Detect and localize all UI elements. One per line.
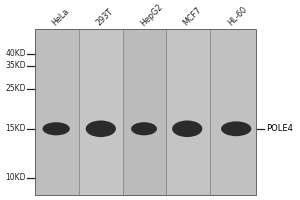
Bar — [34, 29, 79, 195]
Bar — [167, 29, 210, 195]
Text: HL-60: HL-60 — [227, 5, 249, 28]
Text: 40KD: 40KD — [5, 49, 26, 58]
Text: MCF7: MCF7 — [182, 6, 204, 28]
Text: 15KD: 15KD — [5, 124, 26, 133]
Ellipse shape — [43, 122, 70, 135]
Ellipse shape — [131, 122, 157, 135]
Bar — [34, 29, 256, 195]
Ellipse shape — [86, 120, 116, 137]
Text: 293T: 293T — [95, 7, 116, 28]
Text: HepG2: HepG2 — [139, 2, 164, 28]
Text: 10KD: 10KD — [5, 173, 26, 182]
Bar — [34, 29, 256, 195]
Bar — [79, 29, 123, 195]
Ellipse shape — [172, 120, 202, 137]
Text: 25KD: 25KD — [5, 84, 26, 93]
Bar — [123, 29, 167, 195]
Ellipse shape — [221, 121, 251, 136]
Text: HeLa: HeLa — [50, 7, 71, 28]
Bar — [210, 29, 256, 195]
Text: POLE4: POLE4 — [266, 124, 293, 133]
Text: 35KD: 35KD — [5, 61, 26, 70]
